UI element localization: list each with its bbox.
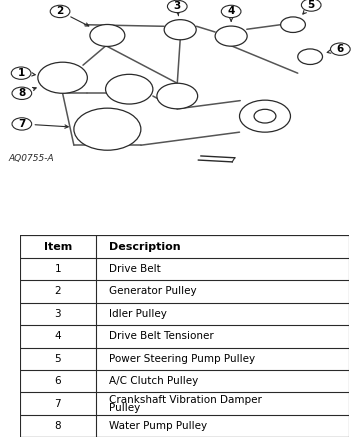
Circle shape xyxy=(301,0,321,11)
Text: 5: 5 xyxy=(308,0,315,10)
Circle shape xyxy=(50,5,70,18)
Text: Description: Description xyxy=(109,242,181,252)
Text: Pulley: Pulley xyxy=(109,403,140,413)
Text: 3: 3 xyxy=(174,1,181,12)
Circle shape xyxy=(74,108,141,150)
Circle shape xyxy=(90,24,125,47)
Circle shape xyxy=(167,0,187,12)
Text: 5: 5 xyxy=(55,354,61,364)
Text: 7: 7 xyxy=(55,399,61,408)
Text: Idler Pulley: Idler Pulley xyxy=(109,309,167,319)
Text: 4: 4 xyxy=(228,6,235,16)
Circle shape xyxy=(254,109,276,123)
Circle shape xyxy=(12,118,32,130)
Text: 6: 6 xyxy=(337,44,344,54)
Circle shape xyxy=(298,49,323,64)
Text: 2: 2 xyxy=(56,6,64,16)
Text: 6: 6 xyxy=(55,376,61,386)
Circle shape xyxy=(157,83,198,109)
Text: 3: 3 xyxy=(55,309,61,319)
Circle shape xyxy=(215,26,247,46)
Text: 8: 8 xyxy=(55,421,61,431)
Circle shape xyxy=(221,5,241,18)
Text: Power Steering Pump Pulley: Power Steering Pump Pulley xyxy=(109,354,255,364)
Text: Drive Belt: Drive Belt xyxy=(109,264,161,274)
Text: 1: 1 xyxy=(17,68,25,78)
Text: 7: 7 xyxy=(18,119,25,129)
Text: 2: 2 xyxy=(55,286,61,297)
Text: 4: 4 xyxy=(55,331,61,341)
Circle shape xyxy=(38,62,87,93)
Circle shape xyxy=(331,43,350,56)
Text: AQ0755-A: AQ0755-A xyxy=(8,155,54,163)
Circle shape xyxy=(12,87,32,99)
Circle shape xyxy=(11,67,31,79)
Circle shape xyxy=(240,100,290,132)
Text: Generator Pulley: Generator Pulley xyxy=(109,286,197,297)
Text: Item: Item xyxy=(44,242,72,252)
Text: A/C Clutch Pulley: A/C Clutch Pulley xyxy=(109,376,198,386)
Circle shape xyxy=(106,74,153,104)
Text: 8: 8 xyxy=(18,88,25,98)
Text: Water Pump Pulley: Water Pump Pulley xyxy=(109,421,207,431)
Text: Drive Belt Tensioner: Drive Belt Tensioner xyxy=(109,331,214,341)
Circle shape xyxy=(281,17,305,32)
Text: 1: 1 xyxy=(55,264,61,274)
Circle shape xyxy=(164,20,196,40)
Text: Crankshaft Vibration Damper: Crankshaft Vibration Damper xyxy=(109,395,262,404)
